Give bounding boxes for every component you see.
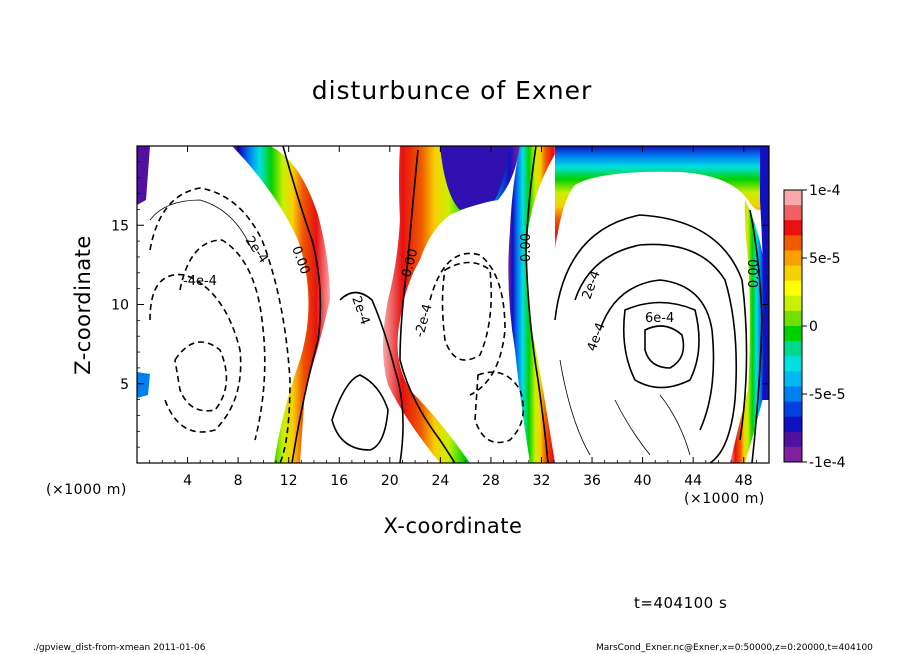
footer-right: MarsCond_Exner.nc@Exner,x=0:50000,z=0:20… xyxy=(596,643,873,653)
x-tick-label: 44 xyxy=(684,473,702,489)
colorbar-tick-label: 5e-5 xyxy=(809,251,840,267)
x-tick-label: 48 xyxy=(735,473,753,489)
colorbar-swatch xyxy=(784,265,802,282)
colorbar-swatch xyxy=(784,371,802,387)
field-band-3 xyxy=(508,146,560,463)
contour-label: 0.00 xyxy=(519,233,534,262)
colorbar-swatch xyxy=(784,446,802,463)
colorbar-swatch xyxy=(784,250,802,267)
colorbar-swatch xyxy=(784,310,802,327)
x-tick-label: 12 xyxy=(280,473,298,489)
contour-label: 0.00 xyxy=(747,259,762,288)
colorbar-swatch xyxy=(784,235,802,251)
colorbar-swatch xyxy=(784,326,802,342)
x-axis-ticks: 4 8 12 16 20 24 28 32 36 40 44 48 xyxy=(149,146,757,489)
colorbar-swatch xyxy=(784,401,802,418)
colorbar: 1e-4 5e-5 0 -5e-5 -1e-4 xyxy=(783,183,846,471)
y-tick-label: 10 xyxy=(111,298,129,314)
colorbar-swatch xyxy=(784,341,802,357)
colorbar-swatch xyxy=(784,356,802,372)
field-left-edge xyxy=(137,146,150,205)
field-arch xyxy=(555,146,769,250)
field-band-1 xyxy=(232,146,330,463)
contour-label: 6e-4 xyxy=(645,311,674,326)
x-unit-label-left: (×1000 m) xyxy=(46,482,127,498)
y-axis-label: Z-coordinate xyxy=(71,235,95,375)
colorbar-swatch xyxy=(784,386,802,403)
x-axis-label: X-coordinate xyxy=(383,514,523,538)
colorbar-swatch xyxy=(784,295,802,312)
x-tick-label: 24 xyxy=(431,473,449,489)
x-unit-label-right: (×1000 m) xyxy=(684,491,765,507)
colorbar-swatch xyxy=(784,280,802,297)
contour-label: 0.00 xyxy=(399,247,421,279)
y-tick-label: 15 xyxy=(111,218,129,234)
x-tick-label: 16 xyxy=(330,473,348,489)
colorbar-swatch xyxy=(784,431,802,448)
colorbar-swatch xyxy=(784,190,802,206)
colorbar-swatch xyxy=(784,220,802,236)
x-tick-label: 4 xyxy=(183,473,192,489)
footer-left: ./gpview_dist-from-xmean 2011-01-06 xyxy=(33,643,206,653)
x-tick-label: 40 xyxy=(634,473,652,489)
colorbar-tick-label: -1e-4 xyxy=(809,455,846,471)
colorbar-swatch xyxy=(784,416,802,433)
y-tick-label: 5 xyxy=(120,377,129,393)
x-tick-label: 8 xyxy=(234,473,243,489)
colorbar-swatch xyxy=(784,205,802,221)
colorbar-tick-label: 0 xyxy=(809,319,818,335)
x-tick-label: 32 xyxy=(533,473,551,489)
x-tick-label: 28 xyxy=(482,473,500,489)
colorbar-tick-label: -5e-5 xyxy=(809,387,846,403)
time-label: t=404100 s xyxy=(634,594,728,612)
contour-label: -4e-4 xyxy=(183,274,217,289)
chart-title: disturbunce of Exner xyxy=(311,76,593,105)
y-axis-ticks: 5 10 15 xyxy=(111,161,769,448)
color-field xyxy=(137,146,769,463)
field-band-2 xyxy=(383,146,520,463)
x-tick-label: 36 xyxy=(583,473,601,489)
field-blob xyxy=(440,146,510,210)
x-tick-label: 20 xyxy=(381,473,399,489)
colorbar-tick-label: 1e-4 xyxy=(809,183,841,199)
